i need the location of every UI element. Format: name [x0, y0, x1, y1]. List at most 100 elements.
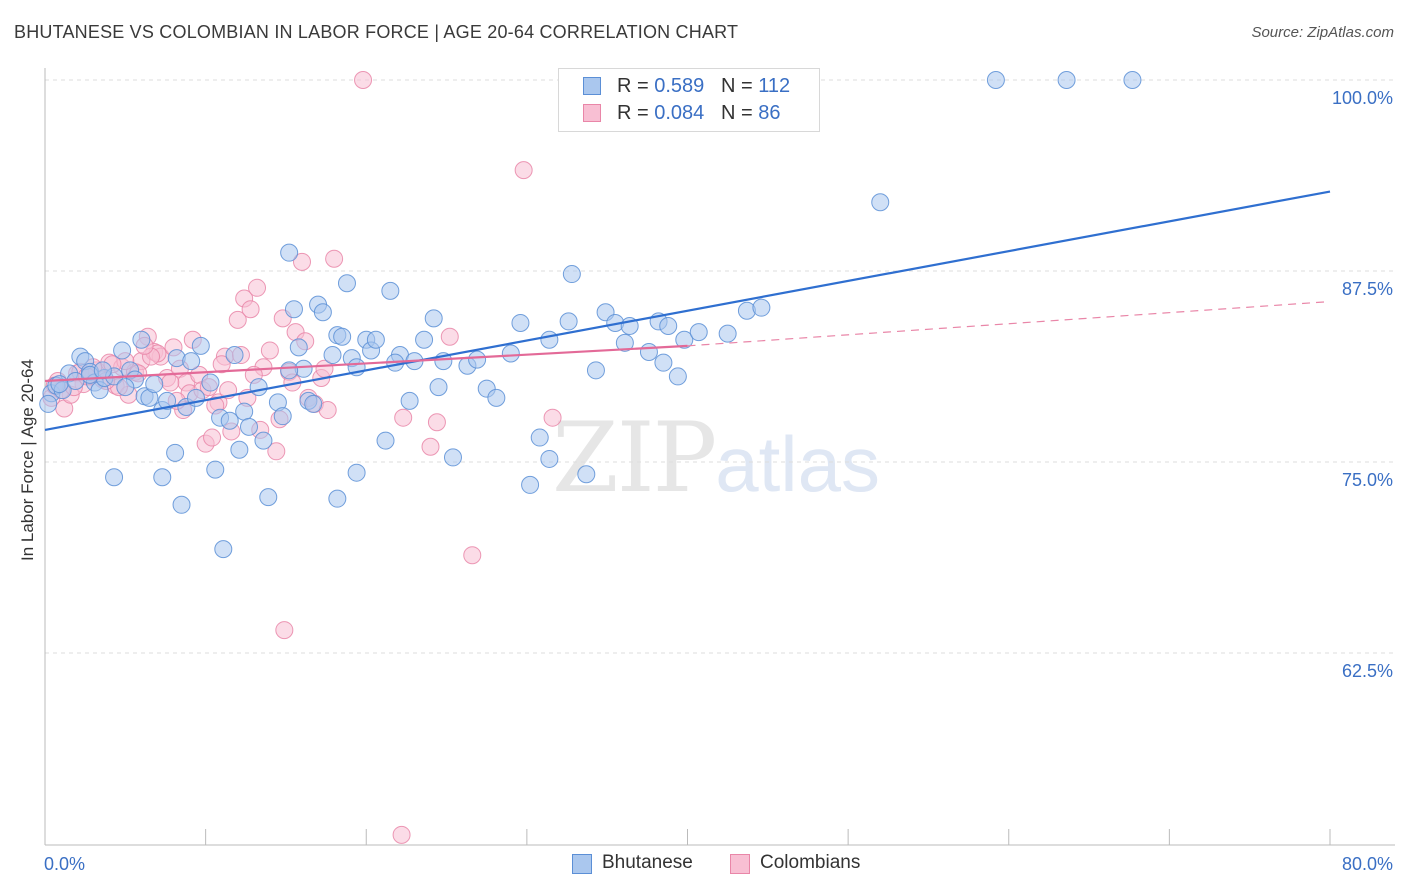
x-tick-label: 80.0%	[1342, 854, 1393, 874]
point-bhutanese	[639, 342, 658, 361]
point-bhutanese	[333, 327, 352, 346]
point-bhutanese	[415, 330, 434, 349]
point-bhutanese	[400, 391, 419, 410]
point-bhutanese	[280, 243, 299, 262]
trendline-colombians	[44, 344, 688, 383]
bottom-legend-label-bhutanese: Bhutanese	[602, 852, 693, 873]
point-bhutanese	[468, 350, 487, 369]
point-bhutanese	[254, 431, 273, 450]
legend-swatch-bhutanese	[583, 77, 601, 95]
point-bhutanese	[201, 373, 220, 392]
point-bhutanese	[132, 330, 151, 349]
legend-n-colombians: 86	[758, 102, 781, 124]
point-bhutanese	[530, 428, 549, 447]
point-bhutanese	[50, 375, 69, 394]
watermark-zip: ZIP	[552, 402, 717, 514]
point-bhutanese	[166, 443, 185, 462]
point-bhutanese	[93, 361, 112, 380]
point-bhutanese	[116, 378, 135, 397]
point-bhutanese	[986, 71, 1005, 89]
legend-r-bhutanese: 0.589	[654, 75, 705, 97]
point-bhutanese	[577, 465, 596, 484]
point-colombians	[514, 161, 533, 180]
point-bhutanese	[381, 281, 400, 300]
point-bhutanese	[752, 298, 771, 317]
legend-r-label: R =	[617, 75, 649, 97]
point-bhutanese	[337, 274, 356, 293]
point-bhutanese	[284, 300, 303, 319]
point-bhutanese	[689, 323, 708, 342]
point-colombians	[161, 373, 180, 392]
point-colombians	[267, 442, 286, 461]
point-bhutanese	[230, 440, 249, 459]
y-axis-label: In Labor Force | Age 20-64	[18, 359, 37, 561]
point-bhutanese	[259, 488, 278, 507]
point-bhutanese	[615, 333, 634, 352]
y-tick-label: 75.0%	[1342, 470, 1393, 490]
stats-legend: R = 0.589 N = 112 R = 0.084 N = 86	[558, 68, 820, 132]
point-bhutanese	[225, 346, 244, 365]
point-colombians	[354, 71, 373, 89]
chart-title: BHUTANESE VS COLOMBIAN IN LABOR FORCE | …	[14, 22, 739, 42]
point-colombians	[203, 428, 222, 447]
y-tick-label: 87.5%	[1342, 279, 1393, 299]
point-bhutanese	[675, 330, 694, 349]
bottom-legend-swatch-bhutanese	[572, 854, 592, 874]
legend-n-label: N =	[720, 102, 753, 124]
point-colombians	[212, 355, 231, 374]
point-colombians	[440, 327, 459, 346]
point-colombians	[325, 249, 344, 268]
point-bhutanese	[191, 336, 210, 355]
source-credit: Source: ZipAtlas.com	[1251, 24, 1394, 41]
point-bhutanese	[654, 353, 673, 372]
legend-r-label: R =	[617, 102, 649, 124]
point-bhutanese	[206, 460, 225, 479]
point-bhutanese	[153, 468, 172, 487]
point-bhutanese	[323, 346, 342, 365]
point-bhutanese	[313, 303, 332, 322]
point-colombians	[394, 408, 413, 427]
point-colombians	[248, 278, 267, 297]
point-bhutanese	[540, 449, 559, 468]
trendline-colombians-extension	[687, 300, 1331, 347]
point-bhutanese	[511, 313, 530, 332]
point-bhutanese	[304, 394, 323, 413]
bottom-legend-swatch-colombians	[730, 854, 750, 874]
point-colombians	[275, 621, 294, 640]
legend-r-colombians: 0.084	[654, 102, 705, 124]
point-bhutanese	[521, 475, 540, 494]
point-bhutanese	[424, 309, 443, 328]
point-bhutanese	[668, 367, 687, 386]
point-bhutanese	[376, 431, 395, 450]
point-bhutanese	[182, 352, 201, 371]
legend-swatch-colombians	[583, 104, 601, 122]
point-bhutanese	[1057, 71, 1076, 89]
point-colombians	[260, 341, 279, 360]
y-tick-label: 100.0%	[1332, 88, 1393, 108]
point-bhutanese	[289, 338, 308, 357]
point-bhutanese	[235, 402, 254, 421]
point-bhutanese	[443, 448, 462, 467]
point-bhutanese	[239, 417, 258, 436]
bottom-legend-label-colombians: Colombians	[760, 852, 861, 873]
point-bhutanese	[659, 317, 678, 336]
watermark-atlas: atlas	[715, 420, 880, 508]
point-bhutanese	[145, 375, 164, 394]
point-bhutanese	[718, 324, 737, 343]
watermark: ZIPatlas	[552, 402, 880, 514]
point-bhutanese	[429, 378, 448, 397]
point-bhutanese	[39, 394, 58, 413]
legend-n-label: N =	[720, 75, 753, 97]
legend-n-bhutanese: 112	[758, 75, 791, 97]
point-bhutanese	[158, 391, 177, 410]
point-colombians	[293, 252, 311, 271]
point-bhutanese	[559, 312, 578, 331]
point-bhutanese	[871, 193, 890, 212]
point-bhutanese	[172, 495, 191, 514]
point-colombians	[228, 310, 247, 329]
point-bhutanese	[366, 330, 385, 349]
point-bhutanese	[540, 330, 559, 349]
point-colombians	[392, 825, 411, 844]
point-colombians	[463, 546, 482, 565]
